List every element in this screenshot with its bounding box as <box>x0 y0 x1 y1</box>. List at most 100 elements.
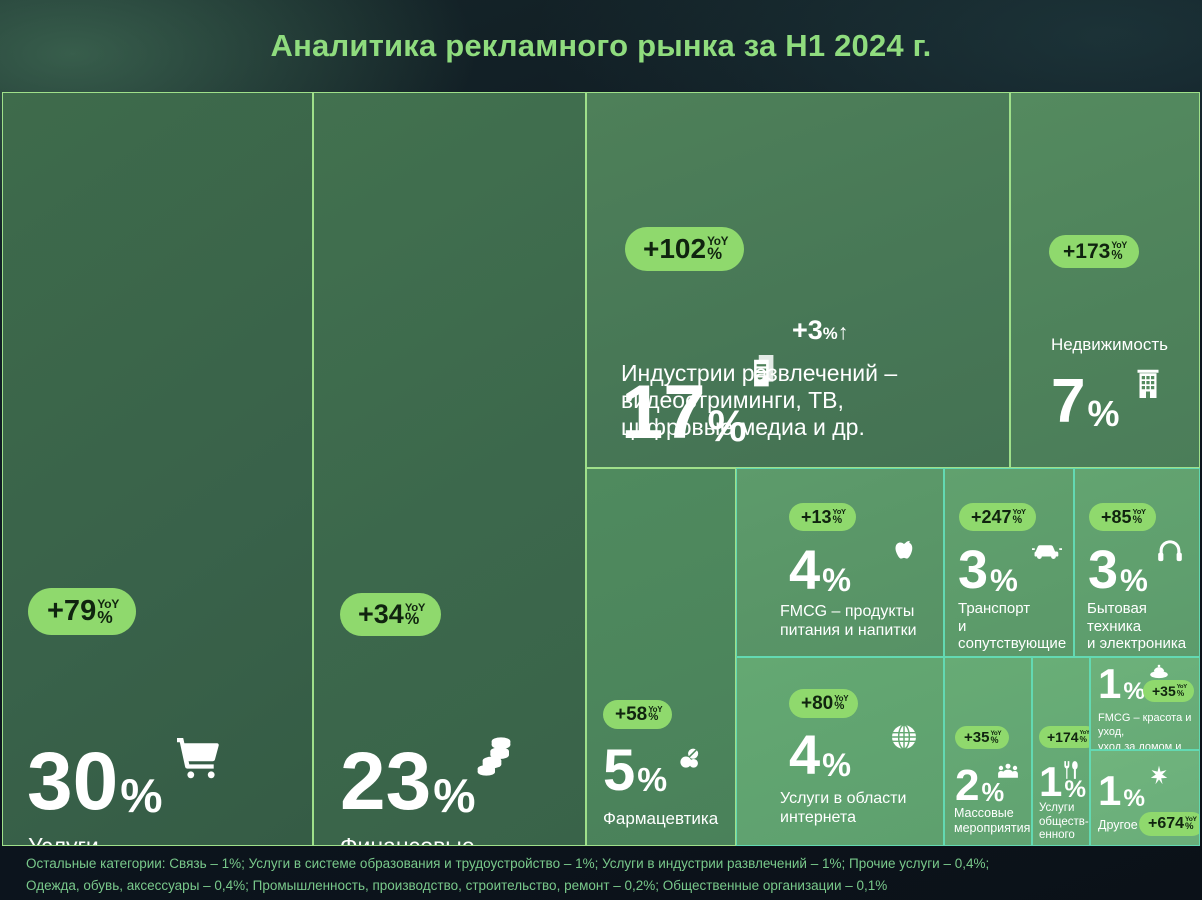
pills-icon <box>678 746 702 770</box>
footer-line-2: Одежда, обувь, аксессуары – 0,4%; Промыш… <box>26 878 888 893</box>
badge-percent: % <box>1185 821 1194 833</box>
badge-value: +102 <box>643 233 707 264</box>
growth-badge-catering: +174 YoY % <box>1039 726 1089 748</box>
page-title: Аналитика рекламного рынка за H1 2024 г. <box>270 28 932 63</box>
treemap-tile-fmcg-food[interactable]: +13 YoY % 4 % FMCG – продукты питания и … <box>736 468 944 657</box>
label-realestate: Недвижимость <box>1051 335 1168 354</box>
value-percent: % <box>637 762 668 800</box>
treemap-tile-finance[interactable]: +34 YoY % 23 % Финансовые и страховые ус… <box>313 92 586 846</box>
treemap-tile-transport[interactable]: +247 YoY % 3 % Транспорт и сопутствующие… <box>944 468 1074 657</box>
delta-arrow-icon: ↑ <box>837 319 849 344</box>
value-percent: % <box>1087 392 1120 434</box>
growth-badge-electronics: +85 YoY % <box>1089 503 1156 531</box>
value-percent: % <box>1120 562 1148 598</box>
treemap-tile-realestate[interactable]: +173 YoY % 7 % Недвижимость <box>1010 92 1200 468</box>
apple-icon <box>891 537 917 563</box>
value-percent: % <box>433 770 476 824</box>
value-number: 4 <box>789 538 821 601</box>
badge-percent: % <box>832 513 843 526</box>
treemap-tile-other[interactable]: 1 % Другое +674 YoY % <box>1090 750 1200 846</box>
badge-percent: % <box>990 734 999 745</box>
value-electronics: 3 % <box>1088 543 1148 598</box>
treemap-tile-catering[interactable]: +174 YoY % 1 % Услуги обществ- енного пи… <box>1032 657 1090 846</box>
value-number: 23 <box>340 736 432 827</box>
label-pharma: Фармацевтика <box>603 809 719 828</box>
sparkle-icon <box>1149 765 1169 785</box>
badge-percent: % <box>707 244 722 264</box>
badge-percent: % <box>1132 513 1143 526</box>
value-catering: 1 % <box>1039 758 1087 805</box>
growth-badge-realestate: +173 YoY % <box>1049 235 1139 268</box>
label-fmcg-food: FMCG – продукты питания и напитки <box>780 603 917 639</box>
badge-percent: % <box>648 711 659 724</box>
label-events: Массовые мероприятия <box>954 806 1031 835</box>
badge-percent: % <box>97 606 113 627</box>
label-fmcg-beauty: FMCG – красота и уход, уход за домом и с… <box>1098 712 1192 750</box>
badge-value: +35 <box>1152 683 1176 699</box>
badge-value: +58 <box>615 704 648 725</box>
value-transport: 3 % <box>958 540 1018 600</box>
label-entertainment: Индустрии развлечений – видеостриминги, … <box>621 360 898 441</box>
badge-value: +80 <box>801 693 834 714</box>
label-finance: Финансовые и страховые услуги <box>340 833 475 846</box>
value-number: 3 <box>958 540 989 600</box>
value-number: 2 <box>955 761 980 810</box>
badge-value: +13 <box>801 507 832 527</box>
badge-value: +79 <box>47 595 97 627</box>
badge-value: +34 <box>358 599 404 629</box>
badge-percent: % <box>834 700 845 713</box>
value-percent: % <box>1123 677 1146 705</box>
badge-percent: % <box>404 609 420 628</box>
value-percent: % <box>1064 775 1087 803</box>
value-percent: % <box>990 562 1018 598</box>
value-other: 1 % <box>1098 767 1146 814</box>
badge-value: +35 <box>964 729 990 746</box>
value-finance: 23 % <box>340 736 476 827</box>
growth-badge-trade: +79 YoY % <box>28 588 137 635</box>
growth-badge-fmcg-food: +13 YoY % <box>789 503 856 531</box>
label-other: Другое <box>1098 818 1138 832</box>
growth-badge-fmcg-beauty: +35 YoY % <box>1143 680 1194 702</box>
value-percent: % <box>822 746 852 783</box>
value-events: 2 % <box>955 761 1005 810</box>
coins-icon <box>476 734 516 778</box>
value-fmcg-beauty: 1 % <box>1098 660 1146 707</box>
growth-badge-other: +674 YoY % <box>1139 812 1199 836</box>
cosmetics-icon <box>1148 664 1170 680</box>
value-percent: % <box>981 779 1005 808</box>
value-number: 7 <box>1051 367 1086 436</box>
value-number: 1 <box>1098 767 1122 814</box>
value-number: 5 <box>603 738 636 803</box>
value-percent: % <box>1123 784 1146 812</box>
value-number: 4 <box>789 723 821 786</box>
headphones-icon <box>1157 539 1183 563</box>
value-number: 1 <box>1098 660 1122 707</box>
value-number: 1 <box>1039 758 1063 805</box>
label-electronics: Бытовая техника и электроника <box>1087 600 1187 653</box>
treemap-tile-events[interactable]: +35 YoY % 2 % Массовые мероприятия <box>944 657 1032 846</box>
growth-badge-entertainment: +102 YoY % <box>625 227 745 271</box>
badge-percent: % <box>1111 248 1123 263</box>
value-fmcg-food: 4 % <box>789 538 851 601</box>
badge-percent: % <box>1079 734 1087 745</box>
growth-badge-internet: +80 YoY % <box>789 689 859 718</box>
badge-value: +174 <box>1047 729 1079 745</box>
growth-badge-finance: +34 YoY % <box>340 593 442 636</box>
treemap-tile-trade[interactable]: +79 YoY % 30 % Услуги в области торговли <box>2 92 313 846</box>
badge-value: +247 <box>971 507 1012 527</box>
growth-badge-pharma: +58 YoY % <box>603 700 673 729</box>
treemap-tile-internet[interactable]: +80 YoY % 4 % Услуги в области интернета <box>736 657 944 846</box>
delta-value: +3 <box>792 315 823 345</box>
delta-percent: % <box>822 324 838 343</box>
treemap-tile-fmcg-beauty[interactable]: 1 % +35 YoY % FMCG – красота и уход, ухо… <box>1090 657 1200 750</box>
footer-line-1: Остальные категории: Связь – 1%; Услуги … <box>26 856 990 871</box>
growth-badge-transport: +247 YoY % <box>959 503 1036 531</box>
treemap-tile-electronics[interactable]: +85 YoY % 3 % Бытовая техника и электрон… <box>1074 468 1200 657</box>
treemap-tile-entertainment[interactable]: +102 YoY % 17 % +3 % ↑ Индустрии развлеч… <box>586 92 1010 468</box>
badge-value: +173 <box>1063 240 1111 263</box>
globe-icon <box>890 723 918 751</box>
value-percent: % <box>120 770 163 824</box>
value-internet: 4 % <box>789 723 852 786</box>
treemap-tile-pharma[interactable]: +58 YoY % 5 % Фармацевтика <box>586 468 736 846</box>
badge-value: +85 <box>1101 507 1132 527</box>
